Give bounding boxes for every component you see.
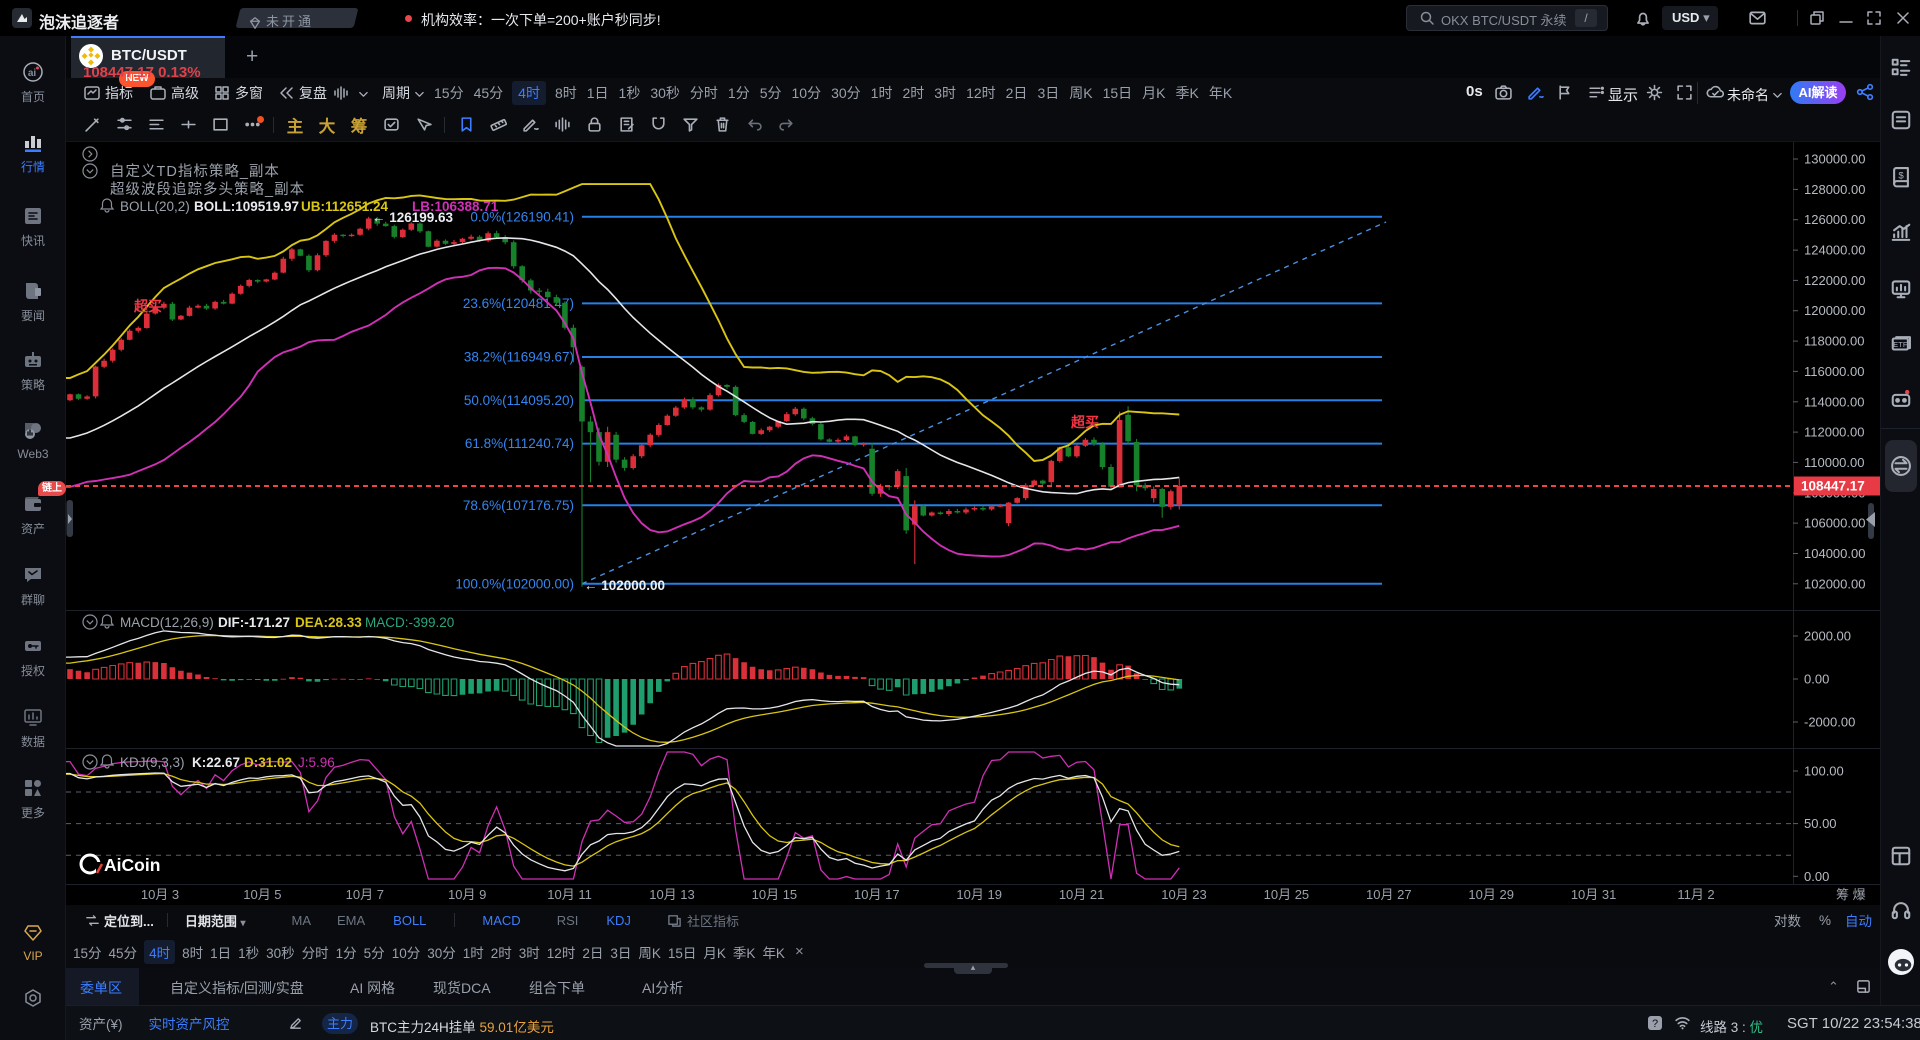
- svg-text:2000.00: 2000.00: [1804, 629, 1851, 644]
- svg-text:10月 3: 10月 3: [141, 887, 179, 902]
- svg-text:128000.00: 128000.00: [1804, 182, 1865, 197]
- svg-text:10月 7: 10月 7: [346, 887, 384, 902]
- svg-text:130000.00: 130000.00: [1804, 152, 1865, 167]
- svg-text:D:31.02: D:31.02: [244, 755, 292, 770]
- svg-text:LB:106388.71: LB:106388.71: [412, 199, 499, 214]
- svg-text:BOLL(20,2): BOLL(20,2): [120, 199, 190, 214]
- svg-text:10月 29: 10月 29: [1468, 887, 1514, 902]
- svg-text:10月 31: 10月 31: [1571, 887, 1617, 902]
- svg-text:MACD(12,26,9): MACD(12,26,9): [120, 615, 214, 630]
- svg-text:10月 15: 10月 15: [752, 887, 798, 902]
- svg-text:DIF:-171.27: DIF:-171.27: [218, 615, 290, 630]
- svg-text:118000.00: 118000.00: [1804, 334, 1865, 349]
- svg-text:10月 21: 10月 21: [1059, 887, 1105, 902]
- svg-text:38.2%(116949.67): 38.2%(116949.67): [464, 350, 574, 365]
- svg-text:超级波段追踪多头策略_副本: 超级波段追踪多头策略_副本: [110, 181, 305, 198]
- svg-text:10月 13: 10月 13: [649, 887, 695, 902]
- svg-text:11月 2: 11月 2: [1677, 887, 1714, 902]
- svg-text:126000.00: 126000.00: [1804, 212, 1865, 227]
- svg-text:10月 17: 10月 17: [854, 887, 900, 902]
- svg-text:0.0%(126190.41): 0.0%(126190.41): [470, 209, 574, 224]
- svg-text:122000.00: 122000.00: [1804, 273, 1865, 288]
- svg-text:104000.00: 104000.00: [1804, 546, 1865, 561]
- svg-text:114000.00: 114000.00: [1804, 394, 1865, 409]
- svg-text:116000.00: 116000.00: [1804, 364, 1865, 379]
- svg-text:61.8%(111240.74): 61.8%(111240.74): [465, 436, 574, 451]
- svg-text:10月 27: 10月 27: [1366, 887, 1412, 902]
- svg-text:10月 25: 10月 25: [1264, 887, 1310, 902]
- svg-text:100.0%(102000.00): 100.0%(102000.00): [455, 576, 574, 591]
- svg-text:23.6%(120481.47): 23.6%(120481.47): [463, 296, 574, 311]
- svg-text:102000.00: 102000.00: [1804, 576, 1865, 591]
- svg-text:ai: ai: [28, 68, 37, 79]
- svg-text:10月 11: 10月 11: [547, 887, 592, 902]
- svg-text:124000.00: 124000.00: [1804, 243, 1865, 258]
- svg-text:0.00: 0.00: [1804, 869, 1829, 884]
- svg-text:10月 9: 10月 9: [448, 887, 486, 902]
- svg-text:112000.00: 112000.00: [1804, 425, 1865, 440]
- svg-text:$: $: [1898, 170, 1904, 181]
- svg-text:K:22.67: K:22.67: [192, 755, 240, 770]
- svg-text:UB:112651.24: UB:112651.24: [301, 199, 389, 214]
- svg-text:自定义TD指标策略_副本: 自定义TD指标策略_副本: [110, 163, 280, 180]
- svg-text:超买: 超买: [1070, 414, 1099, 430]
- svg-text:← 126199.63: ← 126199.63: [372, 210, 454, 225]
- svg-text:108447.17: 108447.17: [1801, 479, 1865, 494]
- svg-text:120000.00: 120000.00: [1804, 303, 1865, 318]
- svg-text:78.6%(107176.75): 78.6%(107176.75): [463, 498, 574, 513]
- svg-text:超买: 超买: [133, 298, 162, 314]
- svg-text:10月 5: 10月 5: [243, 887, 281, 902]
- svg-text:BOLL:109519.97: BOLL:109519.97: [194, 199, 299, 214]
- svg-text:50.0%(114095.20): 50.0%(114095.20): [464, 393, 574, 408]
- svg-text:MACD:-399.20: MACD:-399.20: [365, 615, 454, 630]
- svg-text:110000.00: 110000.00: [1804, 455, 1865, 470]
- svg-text:-2000.00: -2000.00: [1804, 715, 1855, 730]
- svg-text:ETF: ETF: [1893, 340, 1908, 349]
- svg-text:106000.00: 106000.00: [1804, 516, 1865, 531]
- svg-text:KDJ(9,3,3): KDJ(9,3,3): [120, 755, 185, 770]
- svg-text:← 102000.00: ← 102000.00: [584, 578, 665, 593]
- svg-text:50.00: 50.00: [1804, 816, 1837, 831]
- svg-text:AiCoin: AiCoin: [104, 855, 160, 875]
- svg-text:100.00: 100.00: [1804, 764, 1844, 779]
- svg-text:0.00: 0.00: [1804, 672, 1829, 687]
- svg-text:10月 19: 10月 19: [956, 887, 1002, 902]
- svg-text:J:5.96: J:5.96: [298, 755, 335, 770]
- svg-text:筹 爆: 筹 爆: [1836, 887, 1866, 902]
- svg-text:DEA:28.33: DEA:28.33: [295, 615, 362, 630]
- svg-text:10月 23: 10月 23: [1161, 887, 1207, 902]
